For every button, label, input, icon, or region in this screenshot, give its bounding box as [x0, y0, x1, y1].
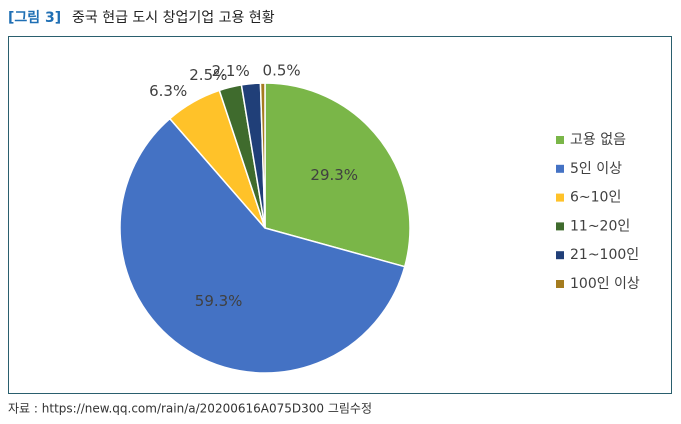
data-label: 0.5%: [263, 62, 301, 80]
legend-label: 11~20인: [570, 218, 630, 234]
legend-swatch: [556, 193, 564, 202]
figure-label: [그림 3]: [8, 10, 61, 26]
pie-slice: [119, 117, 406, 374]
data-label: 2.5%: [189, 66, 227, 84]
legend-label: 100인 이상: [570, 276, 640, 292]
legend-label: 고용 없음: [570, 132, 626, 148]
legend-swatch: [556, 251, 564, 260]
chart-frame: [8, 36, 672, 394]
data-label: 2.1%: [212, 62, 250, 80]
legend-swatch: [556, 164, 564, 173]
data-label: 6.3%: [149, 82, 187, 100]
pie-slice: [264, 82, 411, 268]
source-note: 자료 : https://new.qq.com/rain/a/20200616A…: [8, 402, 372, 416]
legend-swatch: [556, 280, 564, 288]
legend-swatch: [556, 136, 564, 144]
legend-label: 6~10인: [570, 190, 621, 206]
legend-label: 21~100인: [570, 247, 639, 263]
chart-title: 중국 현급 도시 창업기업 고용 현황: [72, 10, 275, 26]
legend-swatch: [556, 222, 564, 231]
data-label: 59.3%: [195, 292, 243, 310]
pie-slice: [259, 82, 266, 229]
data-label: 29.3%: [310, 166, 358, 184]
legend-label: 5인 이상: [570, 161, 622, 177]
